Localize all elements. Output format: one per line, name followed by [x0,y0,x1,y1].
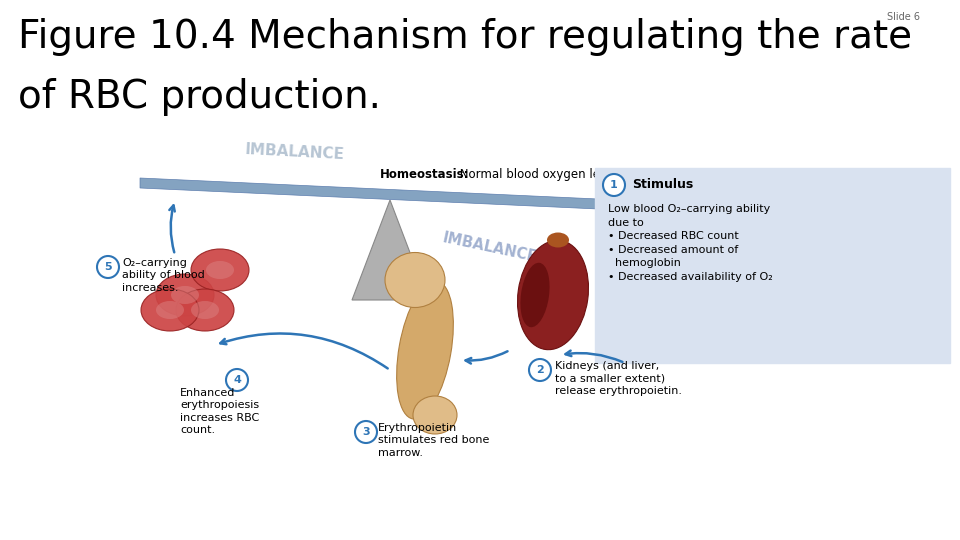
Text: Low blood O₂–carrying ability
due to
• Decreased RBC count
• Decreased amount of: Low blood O₂–carrying ability due to • D… [608,204,773,282]
Ellipse shape [156,301,184,319]
Polygon shape [352,200,428,300]
Text: Figure 10.4 Mechanism for regulating the rate: Figure 10.4 Mechanism for regulating the… [18,18,912,56]
Text: 4: 4 [233,375,241,385]
Text: Normal blood oxygen levels: Normal blood oxygen levels [456,168,624,181]
Text: Enhanced
erythropoiesis
increases RBC
count.: Enhanced erythropoiesis increases RBC co… [180,388,259,435]
Ellipse shape [547,233,569,247]
Text: 3: 3 [362,427,370,437]
Text: O₂–carrying
ability of blood
increases.: O₂–carrying ability of blood increases. [122,258,204,293]
Text: of RBC production.: of RBC production. [18,78,381,116]
Text: 5: 5 [105,262,111,272]
Ellipse shape [520,263,549,327]
Text: Erythropoietin
stimulates red bone
marrow.: Erythropoietin stimulates red bone marro… [378,423,490,458]
Ellipse shape [156,274,214,316]
Text: IMBALANCE: IMBALANCE [245,142,346,162]
Text: 2: 2 [536,365,544,375]
Circle shape [355,421,377,443]
Ellipse shape [385,253,445,307]
FancyBboxPatch shape [595,168,950,363]
Text: Slide 6: Slide 6 [887,12,920,22]
Circle shape [603,174,625,196]
Ellipse shape [191,301,219,319]
Circle shape [226,369,248,391]
Ellipse shape [191,249,249,291]
Ellipse shape [171,286,199,304]
Ellipse shape [396,281,453,419]
Ellipse shape [413,396,457,434]
Circle shape [97,256,119,278]
Polygon shape [140,178,620,210]
Text: Stimulus: Stimulus [632,179,693,192]
Text: IMBALANCE: IMBALANCE [442,231,539,265]
Ellipse shape [176,289,234,331]
Ellipse shape [141,289,199,331]
Text: Homeostasis:: Homeostasis: [380,168,469,181]
Ellipse shape [517,240,588,350]
Circle shape [529,359,551,381]
Text: 1: 1 [611,180,618,190]
Text: Kidneys (and liver,
to a smaller extent)
release erythropoietin.: Kidneys (and liver, to a smaller extent)… [555,361,682,396]
Ellipse shape [206,261,234,279]
